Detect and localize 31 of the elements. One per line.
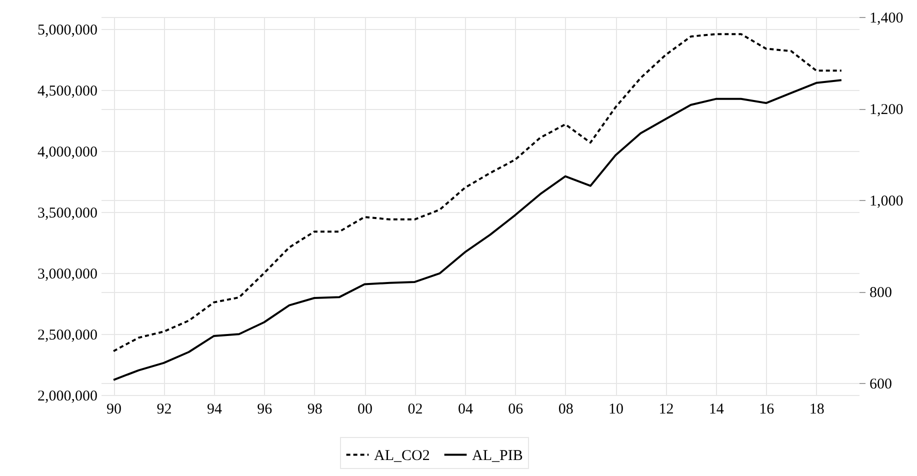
x-tick-label: 04	[458, 402, 474, 418]
x-tick-label: 94	[206, 402, 222, 418]
y-tick-label: 2,000,000	[38, 388, 98, 404]
x-tick-label: 16	[759, 402, 775, 418]
y2-tick-label: 1,200	[870, 102, 904, 118]
x-tick-label: 10	[608, 402, 624, 418]
legend-label: AL_PIB	[472, 448, 523, 464]
y-tick-label: 2,500,000	[38, 328, 98, 344]
x-tick-label: 12	[658, 402, 674, 418]
x-tick-label: 96	[257, 402, 273, 418]
x-tick-label: 08	[558, 402, 574, 418]
x-tick-label: 00	[358, 402, 373, 418]
x-tick-label: 06	[508, 402, 524, 418]
x-tick-label: 98	[307, 402, 322, 418]
y-tick-label: 4,500,000	[38, 84, 98, 100]
y-tick-label: 3,500,000	[38, 206, 98, 222]
line-series	[112, 33, 842, 352]
x-tick-label: 14	[708, 402, 724, 418]
x-tick-label: 90	[106, 402, 122, 418]
y2-tick-label: 1,400	[870, 10, 904, 26]
y-tick-label: 3,000,000	[38, 266, 98, 283]
x-tick-label: 92	[156, 402, 172, 418]
x-tick-label: 18	[809, 402, 824, 418]
legend-label: AL_CO2	[374, 448, 430, 464]
y-tick-label: 5,000,000	[38, 22, 98, 39]
line-series	[112, 79, 842, 381]
x-tick-label: 02	[408, 402, 423, 418]
y2-tick-label: 800	[870, 285, 892, 302]
y2-tick-label: 1,000	[870, 194, 904, 210]
y-tick-label: 4,000,000	[38, 144, 98, 161]
y2-tick-label: 600	[870, 376, 892, 393]
